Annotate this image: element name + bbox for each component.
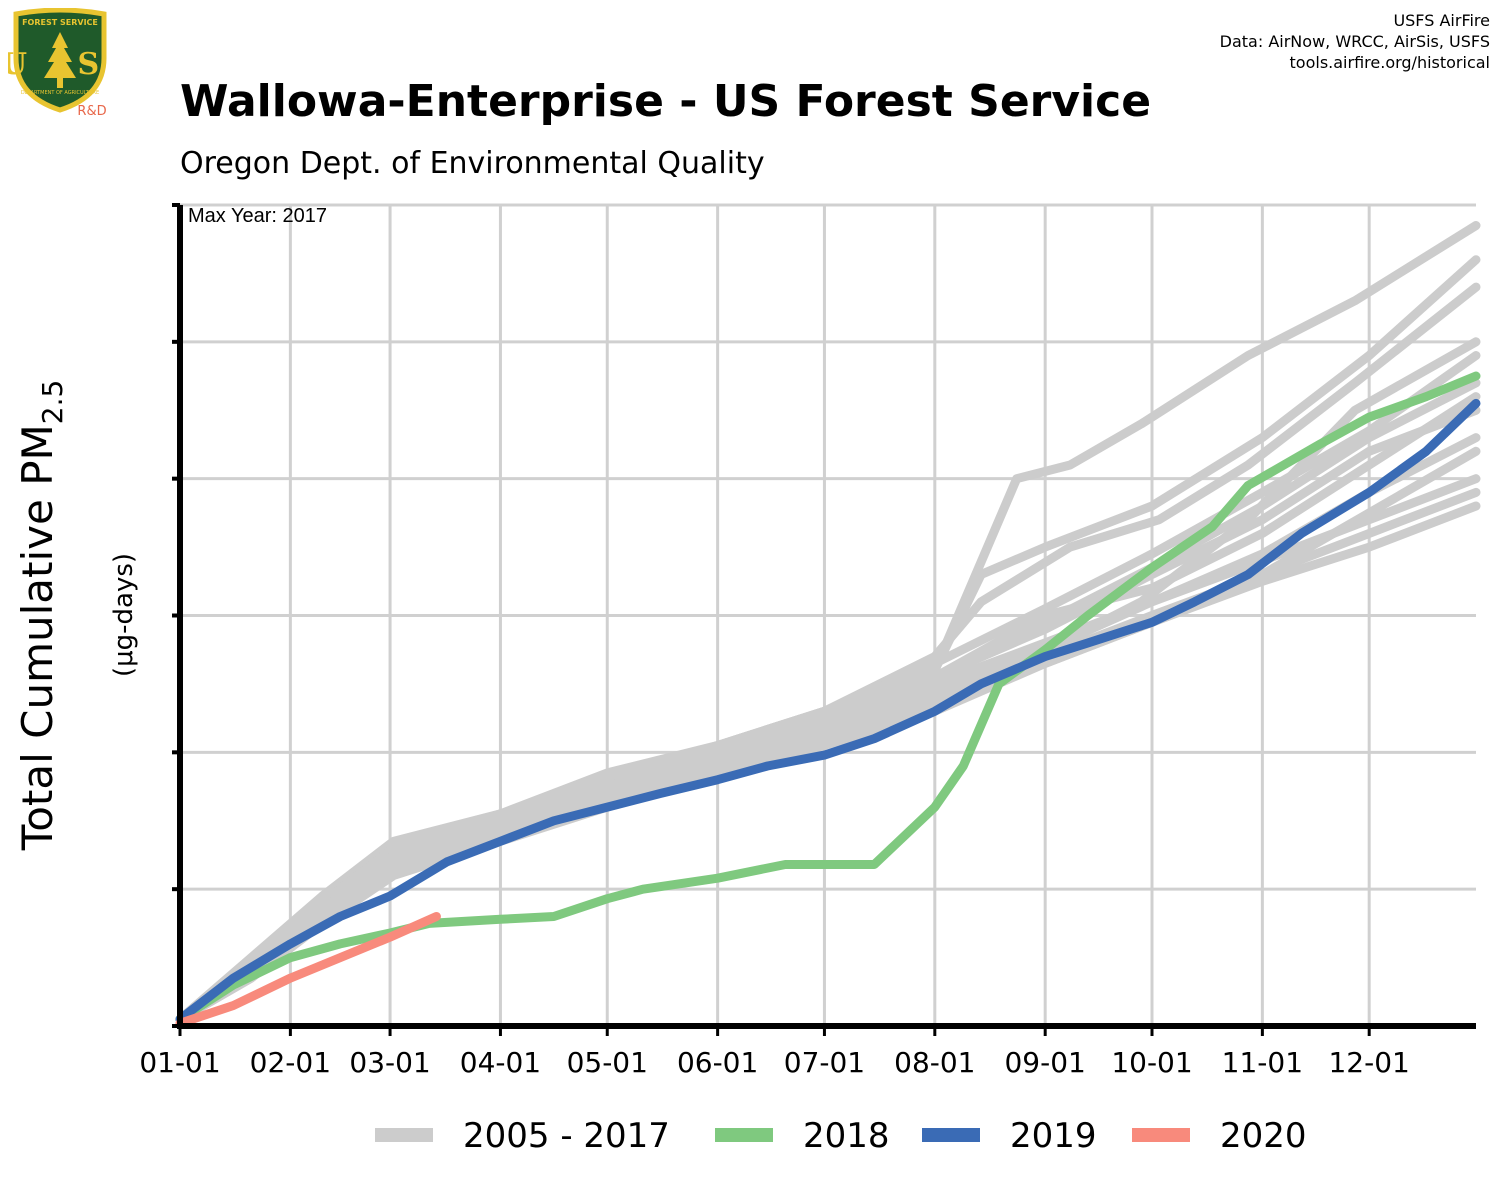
legend-label: 2005 - 2017 [463, 1116, 670, 1156]
legend: 2005 - 2017 2018 2019 2020 [375, 1116, 1307, 1156]
series-line-background [175, 351, 1481, 1024]
x-tick-label: 03-01 [349, 1046, 430, 1079]
y-axis-label: Total Cumulative PM2.5 [13, 380, 69, 852]
max-year-annotation: Max Year: 2017 [188, 205, 327, 227]
logo-bottom-text: DEPARTMENT OF AGRICULTURE [21, 90, 99, 96]
series-line-background [175, 255, 1481, 1024]
forest-service-logo: U S FOREST SERVICE DEPARTMENT OF AGRICUL… [8, 8, 112, 118]
background-series [175, 221, 1481, 1024]
series-line-2019 [175, 398, 1481, 1024]
x-tick-label: 02-01 [250, 1046, 331, 1079]
credit-line: USFS AirFire [1393, 11, 1490, 30]
y-axis-label-main: Total Cumulative PM [13, 424, 62, 851]
chart-subtitle: Oregon Dept. of Environmental Quality [180, 146, 765, 181]
axes [172, 203, 1476, 1036]
x-tick-label: 12-01 [1328, 1046, 1409, 1079]
x-tick-label: 10-01 [1111, 1046, 1192, 1079]
x-tick-label: 08-01 [894, 1046, 975, 1079]
x-tick-label: 01-01 [139, 1046, 220, 1079]
legend-label: 2019 [1010, 1116, 1097, 1156]
series-line-background [175, 474, 1481, 1024]
x-tick-labels: 01-01 02-01 03-01 04-01 05-01 06-01 07-01 08-01… [139, 1046, 1410, 1079]
chart-title: Wallowa-Enterprise - US Forest Service [180, 76, 1152, 127]
legend-label: 2018 [803, 1116, 890, 1156]
x-tick-label: 05-01 [567, 1046, 648, 1079]
credit-line: tools.airfire.org/historical [1289, 53, 1490, 72]
tree-icon [44, 32, 76, 88]
x-tick-label: 11-01 [1222, 1046, 1303, 1079]
series-line-background [175, 405, 1481, 1024]
credit-line: Data: AirNow, WRCC, AirSis, USFS [1219, 32, 1490, 51]
y-axis-units: (μg-days) [109, 553, 139, 677]
logo-letters: U S [8, 47, 112, 82]
credits: USFS AirFire Data: AirNow, WRCC, AirSis,… [1220, 10, 1490, 73]
highlight-series [175, 371, 1481, 1028]
x-tick-label: 09-01 [1004, 1046, 1085, 1079]
y-axis-label-subscript: 2.5 [36, 380, 69, 425]
logo-badge: R&D [77, 104, 106, 118]
x-tick-label: 07-01 [784, 1046, 865, 1079]
series-line-2020 [175, 912, 441, 1028]
series-line-background [175, 282, 1481, 1024]
x-tick-label: 04-01 [460, 1046, 541, 1079]
logo-top-text: FOREST SERVICE [22, 18, 98, 27]
x-tick-label: 06-01 [677, 1046, 758, 1079]
series-line-2018 [175, 371, 1481, 1024]
legend-label: 2020 [1220, 1116, 1307, 1156]
